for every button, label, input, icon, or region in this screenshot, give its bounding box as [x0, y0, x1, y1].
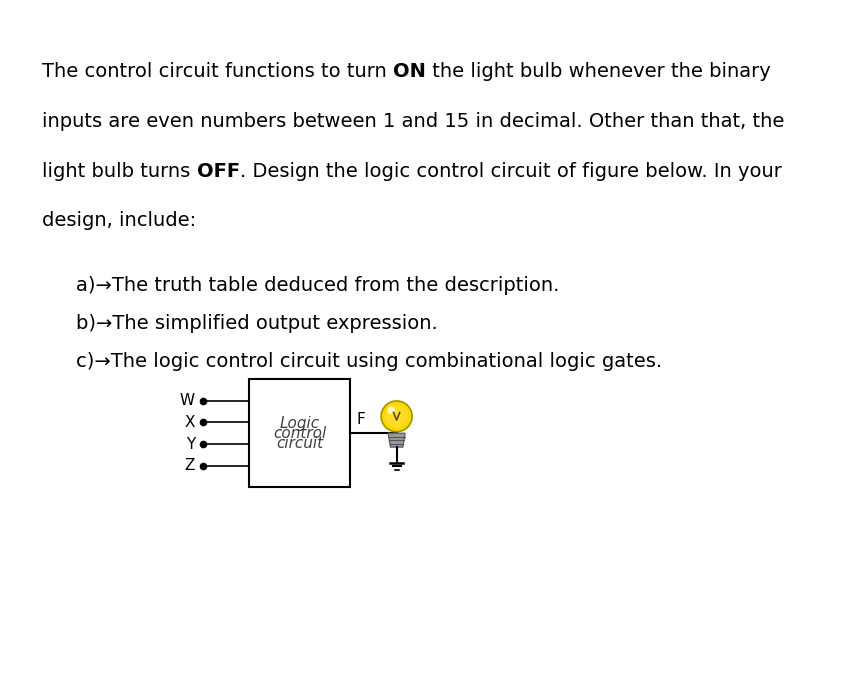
Text: b)→The simplified output expression.: b)→The simplified output expression. — [76, 314, 438, 333]
Text: F: F — [357, 412, 365, 427]
Text: The control circuit functions to turn: The control circuit functions to turn — [42, 62, 393, 81]
Polygon shape — [388, 433, 405, 447]
Circle shape — [381, 401, 412, 432]
Text: Z: Z — [185, 458, 195, 473]
Text: circuit: circuit — [276, 436, 323, 451]
Text: W: W — [180, 393, 195, 408]
Circle shape — [388, 406, 395, 414]
Text: Y: Y — [186, 437, 195, 451]
Text: ON: ON — [393, 62, 427, 81]
Text: X: X — [185, 415, 195, 430]
Text: a)→The truth table deduced from the description.: a)→The truth table deduced from the desc… — [76, 276, 560, 295]
Bar — [249, 379, 350, 487]
Text: light bulb turns: light bulb turns — [42, 162, 197, 180]
Text: the light bulb whenever the binary: the light bulb whenever the binary — [427, 62, 771, 81]
Text: c)→The logic control circuit using combinational logic gates.: c)→The logic control circuit using combi… — [76, 352, 662, 371]
Text: OFF: OFF — [197, 162, 240, 180]
Circle shape — [385, 405, 408, 428]
Text: inputs are even numbers between 1 and 15 in decimal. Other than that, the: inputs are even numbers between 1 and 15… — [42, 112, 784, 131]
Text: design, include:: design, include: — [42, 211, 197, 230]
Text: Logic: Logic — [280, 416, 320, 430]
Text: control: control — [273, 426, 326, 441]
Text: . Design the logic control circuit of figure below. In your: . Design the logic control circuit of fi… — [240, 162, 782, 180]
